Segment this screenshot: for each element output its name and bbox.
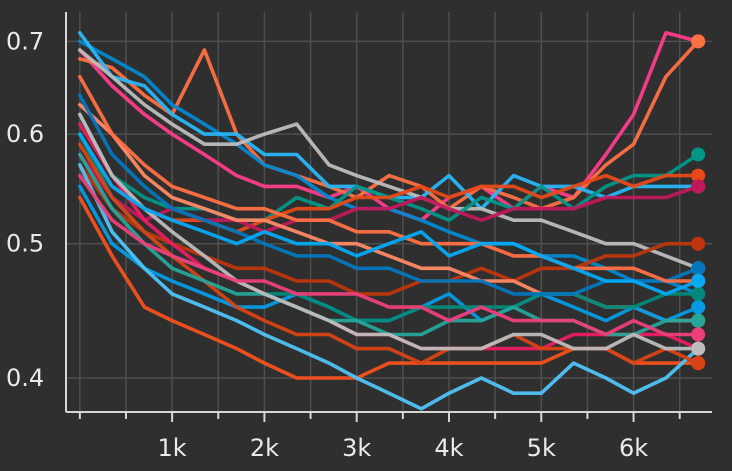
series-line-16 (78, 93, 701, 296)
series-endpoint-20 (691, 327, 706, 342)
x-tick-label: 6k (619, 434, 648, 462)
series-endpoint-1 (691, 34, 706, 49)
x-tick-label: 3k (342, 434, 371, 462)
y-tick-label: 0.6 (6, 120, 44, 148)
series-line-4 (78, 48, 701, 271)
series-line-13 (78, 163, 701, 411)
series-endpoint-7 (691, 179, 706, 194)
y-tick-label: 0.4 (6, 364, 44, 392)
series-line-20 (78, 173, 701, 337)
series-endpoint-16 (691, 261, 706, 276)
series-line-1 (78, 39, 701, 211)
y-tick-label: 0.7 (6, 27, 44, 55)
series-line-6 (78, 132, 701, 234)
series-endpoint-10 (691, 300, 706, 315)
series-endpoint-19 (691, 341, 706, 356)
x-tick-label: 2k (250, 434, 279, 462)
series-line-17 (78, 74, 701, 283)
series-endpoint-15 (691, 356, 706, 371)
series-line-8 (78, 163, 701, 296)
series-endpoint-18 (691, 313, 706, 328)
axes (65, 12, 712, 422)
x-tick-label: 4k (434, 434, 463, 462)
series-line-19 (78, 112, 701, 351)
grid-lines (66, 12, 712, 412)
x-tick-label: 5k (527, 434, 556, 462)
y-tick-label: 0.5 (6, 230, 44, 258)
series-endpoint-21 (691, 273, 706, 288)
tick-labels: 1k 2k 3k 4k 5k 6k 0.4 0.5 0.6 0.7 (6, 27, 648, 462)
series-lines (78, 30, 701, 411)
series-endpoint-6 (691, 168, 706, 183)
x-tick-label: 1k (158, 434, 187, 462)
series-endpoint-8 (691, 236, 706, 251)
series-line-21 (78, 132, 701, 296)
series-endpoint-5 (691, 147, 706, 162)
series-endpoint-11 (691, 286, 706, 301)
series-endpoints (691, 34, 706, 371)
